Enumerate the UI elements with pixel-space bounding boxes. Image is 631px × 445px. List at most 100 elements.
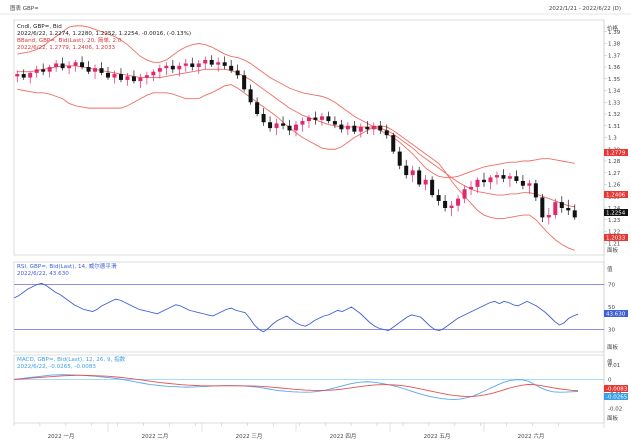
candle — [520, 175, 525, 190]
candle — [216, 57, 221, 72]
candle-body — [306, 117, 311, 122]
candle-body — [183, 63, 188, 66]
candle-body — [456, 198, 461, 206]
candle-body — [222, 62, 227, 66]
candle — [469, 180, 474, 196]
candle — [417, 166, 422, 187]
candle-body — [462, 189, 467, 199]
candle — [229, 59, 234, 73]
bb-upper-badge: 1.2779 — [604, 149, 628, 157]
candle-body — [21, 74, 26, 78]
month-label: 2022 六月 — [518, 432, 545, 440]
candle — [456, 195, 461, 212]
candle — [423, 175, 428, 191]
candle-body — [553, 202, 558, 216]
candle — [60, 57, 65, 71]
candle — [86, 61, 91, 75]
price-info-values: 2022/6/22, 1.2274, 1.2280, 1.2252, 1.225… — [17, 31, 191, 37]
candle — [34, 65, 39, 78]
candle — [73, 59, 78, 72]
price-tick-label: 1.21 — [608, 241, 620, 247]
bb-lower-badge: 1.2033 — [604, 234, 628, 242]
candle — [15, 70, 20, 83]
bollinger-bands — [17, 25, 575, 251]
candle — [41, 63, 46, 76]
macd-signal-badge: -0.0083 — [604, 385, 628, 393]
candle-body — [41, 69, 46, 72]
candle-body — [494, 175, 499, 178]
candle-body — [255, 102, 260, 114]
month-label: 2022 四月 — [330, 433, 357, 440]
candle — [112, 70, 117, 84]
candle-body — [436, 195, 441, 201]
candle — [533, 179, 538, 201]
candle-body — [378, 125, 383, 131]
candle — [488, 175, 493, 190]
candle — [430, 176, 435, 198]
month-label: 2022 三月 — [236, 433, 263, 440]
candle — [47, 64, 52, 78]
candle — [293, 121, 299, 137]
price-unit-label: 价格 — [607, 24, 619, 32]
candle-body — [533, 183, 538, 198]
candle-body — [300, 121, 305, 125]
macd-tick-label: -0.02 — [608, 406, 622, 412]
candle-body — [527, 183, 532, 186]
candle-body — [339, 124, 344, 130]
candle-body — [514, 176, 519, 181]
candle — [462, 185, 467, 204]
candle — [170, 59, 175, 73]
price-info-label: Cndl, GBP=, Bid — [17, 24, 62, 30]
candle — [177, 62, 182, 77]
candle — [28, 71, 33, 84]
macd-pane — [13, 354, 605, 424]
candle-body — [99, 68, 104, 73]
candle — [203, 56, 208, 70]
candle-body — [261, 114, 266, 123]
candle — [151, 69, 156, 82]
last-price-badge: 1.2254 — [604, 209, 628, 217]
candle — [391, 132, 396, 154]
svg-text:-0.0083: -0.0083 — [606, 387, 628, 393]
candle — [514, 170, 519, 184]
macd-unit-label: 值 — [607, 358, 613, 366]
candle-body — [54, 63, 59, 67]
candle — [475, 177, 480, 193]
candle-body — [131, 76, 136, 82]
rsi-pane — [13, 261, 605, 353]
price-candles — [15, 55, 577, 225]
price-tick-label: 1.33 — [608, 100, 621, 106]
price-tick-label: 1.3 — [608, 136, 617, 142]
candle-body — [47, 67, 52, 72]
candle-body — [15, 74, 20, 77]
candle-body — [417, 170, 422, 185]
candle — [274, 118, 279, 136]
candle — [131, 70, 136, 84]
price-tick-label: 1.38 — [608, 42, 621, 48]
candle-body — [118, 74, 123, 80]
candle — [358, 123, 363, 138]
time-axis: 2022 一月 2022 二月 2022 三月 2022 四月 2022 五月 2022 … — [13, 423, 559, 440]
bb-mid-badge: 1.2406 — [604, 191, 628, 199]
candle-body — [293, 124, 299, 131]
rsi-unit-label: 值 — [607, 265, 613, 273]
candle-body — [566, 208, 571, 211]
candle-body — [216, 62, 221, 65]
candle-body — [229, 65, 234, 71]
candle — [371, 122, 376, 136]
price-tick-label: 1.32 — [608, 112, 620, 118]
price-tick-label: 1.37 — [608, 53, 621, 59]
candle-body — [268, 122, 273, 129]
candle-body — [28, 72, 33, 78]
candle — [319, 112, 324, 126]
price-tick-label: 1.36 — [608, 65, 621, 71]
candle-body — [352, 125, 357, 132]
candle-body — [281, 123, 286, 126]
candle-body — [365, 126, 370, 130]
price-tick-label: 1.23 — [608, 218, 621, 224]
svg-text:-0.0265: -0.0265 — [606, 395, 628, 401]
candle — [222, 56, 227, 70]
rsi-last-badge: 43.630 — [604, 310, 628, 318]
candle — [183, 58, 188, 72]
